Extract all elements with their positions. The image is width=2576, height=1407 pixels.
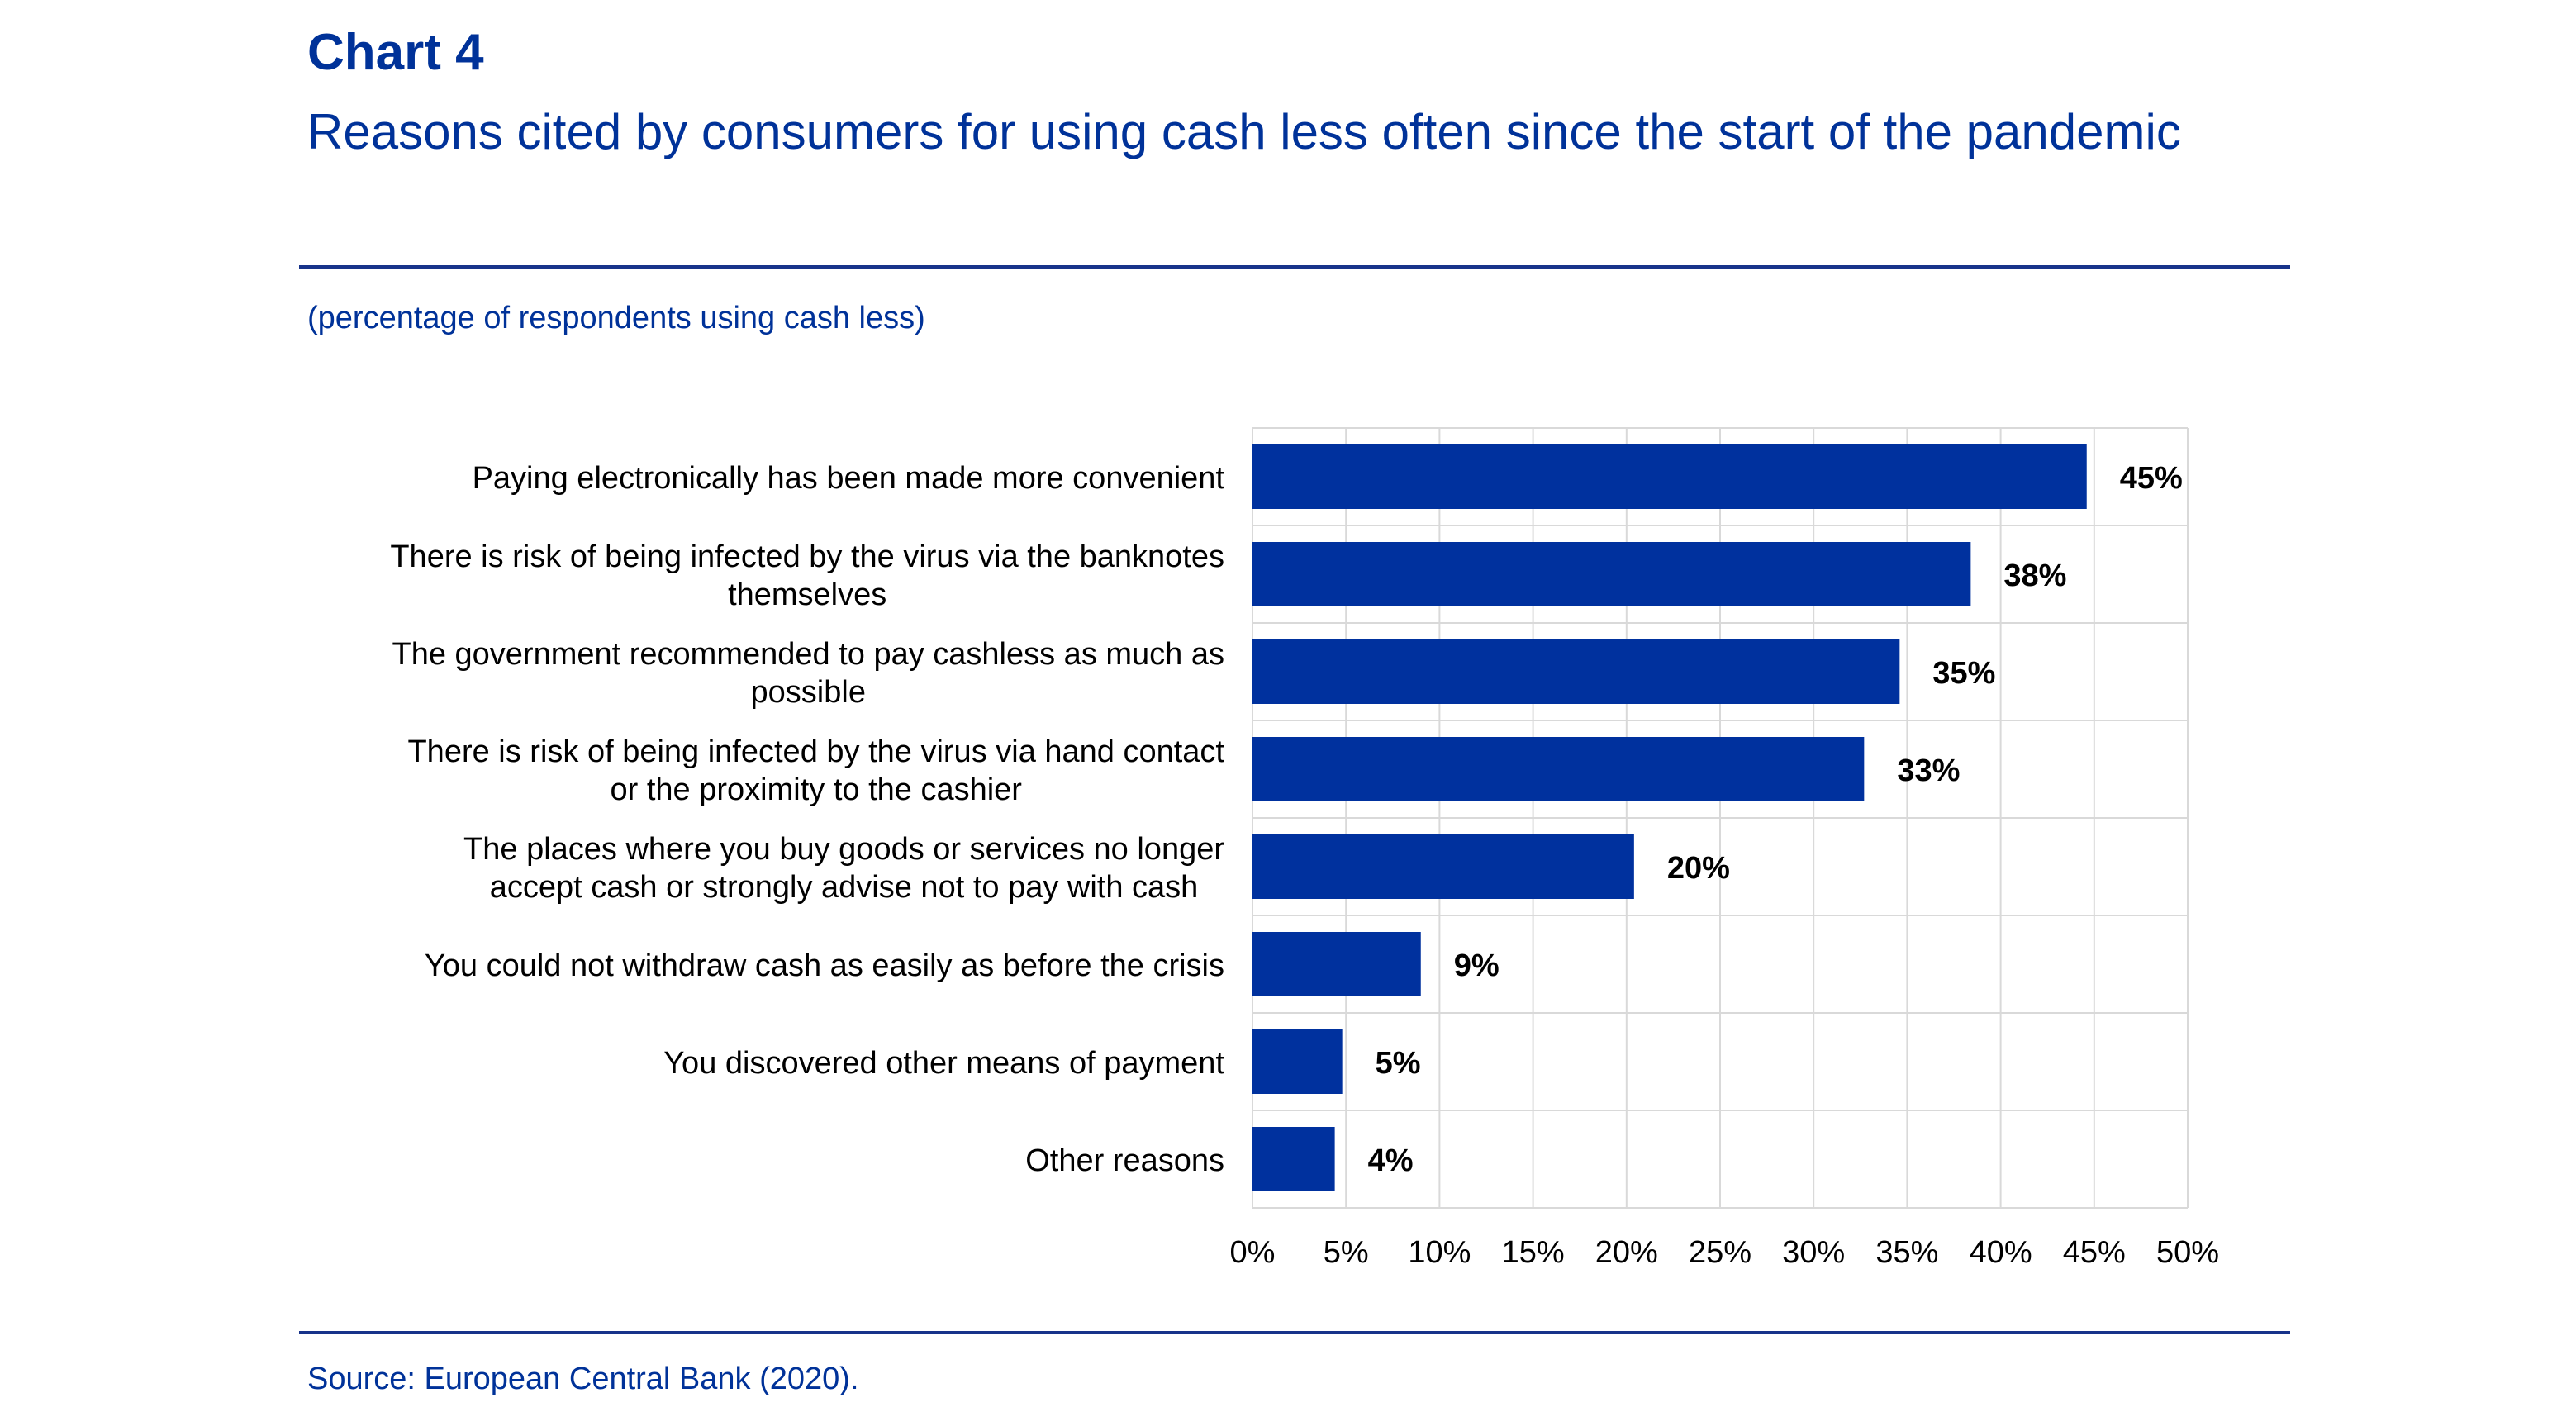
x-tick-label: 5%: [1324, 1235, 1369, 1270]
x-tick-label: 30%: [1782, 1235, 1845, 1270]
bottom-divider: [299, 1331, 2290, 1334]
bar: [1252, 834, 1634, 899]
x-tick-label: 50%: [2156, 1235, 2219, 1270]
category-label: Other reasons: [1025, 1143, 1224, 1178]
bar: [1252, 1127, 1335, 1191]
data-label: 45%: [2120, 461, 2183, 496]
chart-subtitle: (percentage of respondents using cash le…: [307, 301, 925, 335]
category-label-line: There is risk of being infected by the v…: [407, 734, 1224, 769]
chart-title: Reasons cited by consumers for using cas…: [307, 104, 2181, 159]
bar: [1252, 932, 1421, 996]
category-label: You discovered other means of payment: [663, 1046, 1224, 1081]
x-tick-label: 0%: [1230, 1235, 1276, 1270]
category-labels: Paying electronically has been made more…: [390, 461, 1224, 1178]
category-label-line: possible: [751, 675, 866, 710]
category-label-line: You could not withdraw cash as easily as…: [425, 948, 1224, 983]
category-label: The places where you buy goods or servic…: [463, 832, 1224, 905]
data-label: 20%: [1667, 851, 1730, 886]
x-tick-label: 40%: [1970, 1235, 2032, 1270]
x-tick-label: 10%: [1408, 1235, 1471, 1270]
x-tick-label: 35%: [1875, 1235, 1938, 1270]
category-label: The government recommended to pay cashle…: [392, 637, 1224, 710]
data-labels: 45% 38% 35% 33% 20% 9% 5% 4%: [1368, 461, 2183, 1178]
category-label-line: themselves: [728, 578, 886, 612]
bar: [1252, 542, 1971, 606]
data-label: 35%: [1932, 656, 1995, 691]
category-label: There is risk of being infected by the v…: [390, 540, 1224, 612]
category-label-line: Paying electronically has been made more…: [473, 461, 1225, 496]
source-note: Source: European Central Bank (2020).: [307, 1362, 859, 1396]
data-label: 33%: [1897, 753, 1960, 788]
category-label-line: or the proximity to the cashier: [611, 772, 1023, 807]
x-tick-label: 25%: [1689, 1235, 1751, 1270]
bar: [1252, 1029, 1343, 1094]
x-tick-label: 45%: [2063, 1235, 2126, 1270]
data-label: 4%: [1368, 1143, 1414, 1178]
data-label: 9%: [1454, 948, 1499, 983]
category-label-line: There is risk of being infected by the v…: [390, 540, 1224, 574]
category-label-line: The places where you buy goods or servic…: [463, 832, 1224, 867]
bars: [1252, 444, 2087, 1191]
chart-label: Chart 4: [307, 24, 484, 81]
data-label: 5%: [1376, 1046, 1421, 1081]
category-label-line: You discovered other means of payment: [663, 1046, 1224, 1081]
category-label-line: The government recommended to pay cashle…: [392, 637, 1224, 672]
x-tick-label: 15%: [1502, 1235, 1565, 1270]
category-label-line: Other reasons: [1025, 1143, 1224, 1178]
bar: [1252, 444, 2087, 509]
top-divider: [299, 265, 2290, 269]
bar: [1252, 737, 1865, 801]
category-label: Paying electronically has been made more…: [473, 461, 1225, 496]
x-axis-ticks: 0% 5% 10% 15% 20% 25% 30% 35% 40% 45% 50%: [1230, 1235, 2219, 1270]
category-label-line: accept cash or strongly advise not to pa…: [490, 870, 1199, 905]
category-label: There is risk of being infected by the v…: [407, 734, 1224, 807]
data-label: 38%: [2003, 559, 2066, 593]
category-label: You could not withdraw cash as easily as…: [425, 948, 1224, 983]
bar: [1252, 639, 1900, 704]
x-tick-label: 20%: [1595, 1235, 1658, 1270]
